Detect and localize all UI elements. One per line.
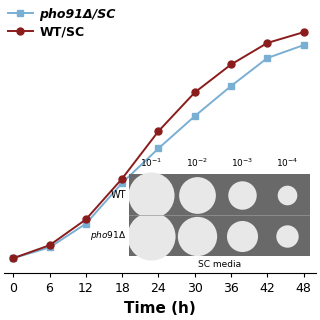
WT/SC [48, 243, 52, 247]
Legend: pho91Δ/SC, WT/SC: pho91Δ/SC, WT/SC [8, 8, 116, 39]
pho91Δ/SC [120, 181, 124, 185]
WT/SC [11, 256, 15, 260]
WT/SC [193, 91, 197, 94]
pho91Δ/SC [156, 147, 160, 150]
pho91Δ/SC [193, 114, 197, 118]
WT/SC [229, 62, 233, 66]
pho91Δ/SC [266, 56, 269, 60]
Line: pho91Δ/SC: pho91Δ/SC [10, 42, 307, 262]
Line: WT/SC: WT/SC [10, 29, 307, 262]
WT/SC [156, 129, 160, 133]
pho91Δ/SC [11, 256, 15, 260]
X-axis label: Time (h): Time (h) [124, 301, 196, 316]
pho91Δ/SC [48, 245, 52, 249]
WT/SC [84, 218, 88, 221]
WT/SC [302, 30, 306, 34]
pho91Δ/SC [302, 43, 306, 47]
WT/SC [266, 41, 269, 45]
pho91Δ/SC [84, 222, 88, 226]
pho91Δ/SC [229, 84, 233, 88]
WT/SC [120, 177, 124, 180]
